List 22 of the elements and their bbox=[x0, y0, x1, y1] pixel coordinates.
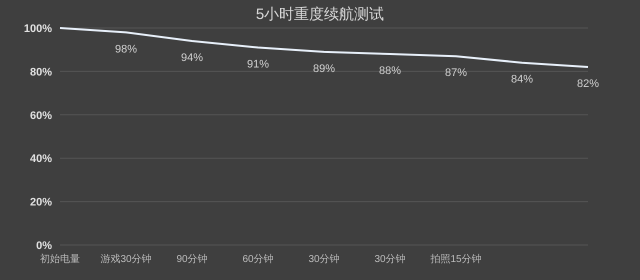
y-tick-label: 60% bbox=[30, 110, 52, 122]
chart-title: 5小时重度续航测试 bbox=[256, 6, 384, 23]
data-label: 87% bbox=[444, 67, 468, 80]
data-label: 89% bbox=[312, 62, 336, 75]
data-label: 94% bbox=[180, 52, 204, 64]
y-tick-label: 80% bbox=[30, 66, 52, 78]
y-tick-label: 100% bbox=[24, 23, 52, 35]
x-tick-label: 90分钟 bbox=[176, 253, 208, 265]
data-label: 84% bbox=[510, 74, 534, 86]
y-tick-label: 40% bbox=[30, 153, 52, 166]
x-tick-label: 初始电量 bbox=[40, 253, 80, 265]
y-tick-label: 0% bbox=[36, 240, 52, 252]
data-label: 82% bbox=[576, 78, 600, 90]
data-label: 91% bbox=[246, 58, 270, 71]
x-tick-label: 游戏30分钟 bbox=[100, 253, 152, 265]
x-tick-label: 拍照15分钟 bbox=[429, 253, 482, 265]
x-tick-label: 30分钟 bbox=[374, 253, 406, 265]
data-label: 98% bbox=[114, 43, 138, 56]
y-tick-label: 20% bbox=[30, 196, 52, 209]
x-tick-label: 30分钟 bbox=[308, 253, 340, 265]
x-tick-label: 60分钟 bbox=[242, 253, 274, 265]
data-label: 88% bbox=[378, 65, 402, 78]
